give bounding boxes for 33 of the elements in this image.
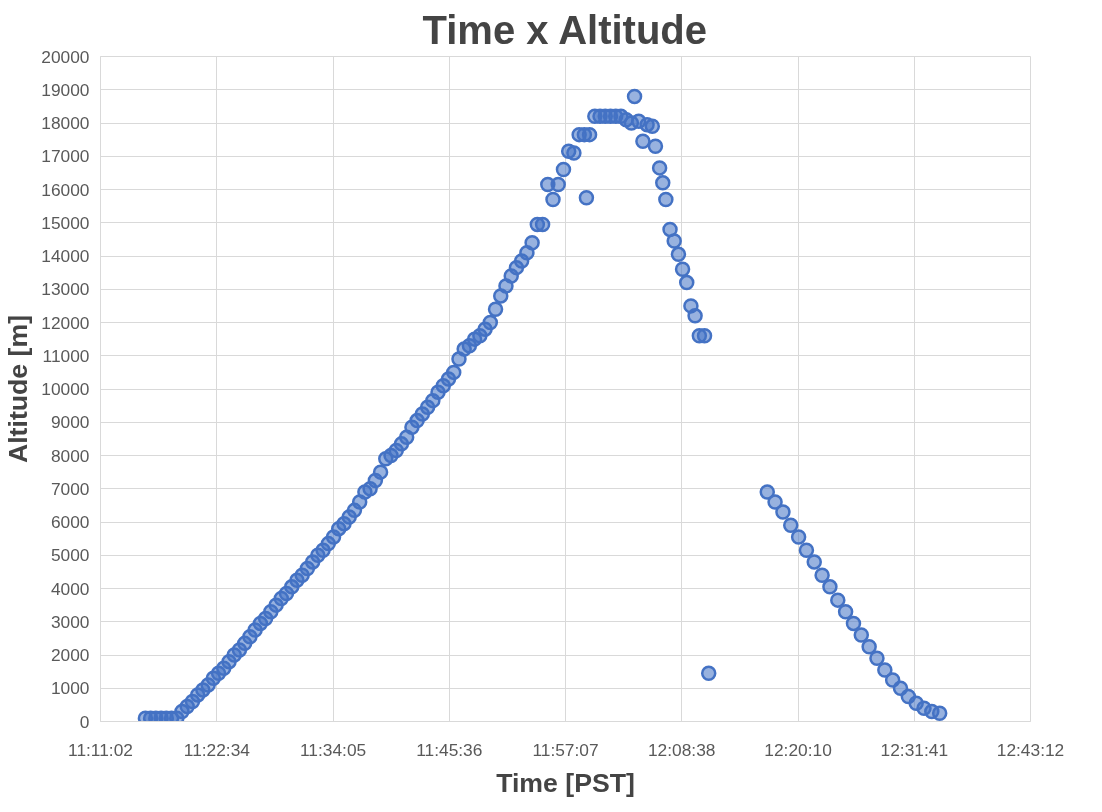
y-tick-label: 10000 bbox=[41, 379, 90, 399]
y-tick-label: 15000 bbox=[41, 212, 90, 233]
y-tick-label: 20000 bbox=[41, 46, 90, 67]
x-tick-label: 11:11:02 bbox=[68, 739, 133, 760]
y-tick-label: 4000 bbox=[50, 578, 90, 599]
y-tick-label: 14000 bbox=[41, 246, 90, 266]
y-tick-label: 18000 bbox=[41, 113, 90, 133]
y-tick-label: 9000 bbox=[50, 412, 90, 433]
y-tick-label: 8000 bbox=[50, 445, 90, 466]
x-tick-label: 11:22:34 bbox=[183, 739, 251, 760]
y-tick-label: 13000 bbox=[41, 279, 90, 300]
y-tick-label: 17000 bbox=[41, 146, 90, 167]
chart-title: Time x Altitude bbox=[422, 7, 708, 52]
x-tick-label: 12:43:12 bbox=[996, 739, 1065, 760]
x-tick-label: 11:34:05 bbox=[300, 739, 367, 760]
y-tick-label: 11000 bbox=[42, 345, 90, 366]
x-tick-label: 12:08:38 bbox=[647, 739, 716, 760]
x-tick-label: 11:45:36 bbox=[416, 739, 483, 760]
y-tick-label: 3000 bbox=[50, 611, 90, 632]
y-tick-label: 1000 bbox=[50, 678, 90, 699]
y-tick-label: 12000 bbox=[41, 312, 90, 333]
x-tick-label: 11:57:07 bbox=[532, 739, 599, 760]
y-axis-title: Altitude [m] bbox=[3, 314, 34, 464]
x-tick-label: 12:20:10 bbox=[764, 739, 832, 760]
x-tick-label: 12:31:41 bbox=[880, 739, 949, 760]
y-tick-label: 6000 bbox=[50, 512, 90, 532]
y-tick-label: 0 bbox=[79, 711, 90, 732]
y-tick-label: 16000 bbox=[41, 179, 90, 200]
y-tick-label: 7000 bbox=[50, 478, 90, 499]
y-tick-label: 2000 bbox=[50, 645, 90, 665]
y-tick-label: 19000 bbox=[41, 79, 90, 100]
x-axis-title: Time [PST] bbox=[496, 767, 635, 798]
y-tick-label: 5000 bbox=[50, 545, 90, 566]
